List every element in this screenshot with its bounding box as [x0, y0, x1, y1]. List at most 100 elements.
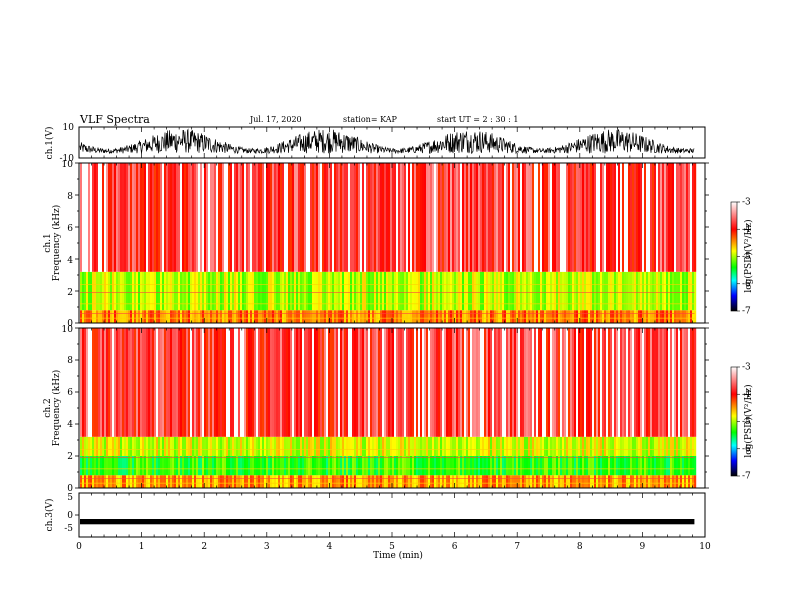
ch2-spec-cell — [370, 456, 373, 476]
ch2-spec-cell — [104, 475, 107, 488]
ch2-spec-cell — [94, 436, 97, 456]
ch2-spec-cell — [350, 475, 353, 488]
ch1-spec-cell — [290, 310, 293, 323]
ch1-spec-cell — [224, 163, 227, 272]
ch2-spec-cell — [348, 328, 351, 437]
ch2-spec-cell — [120, 328, 123, 437]
ch1-spec-cell — [554, 163, 557, 272]
ch2-spec-cell — [364, 475, 367, 488]
ch1-spec-cell — [148, 271, 151, 311]
ch2-spec-cell — [244, 436, 247, 456]
ch3-waveform-band — [80, 519, 695, 525]
ch2-spec-cell — [586, 475, 589, 488]
ch1-spec-cell — [150, 310, 153, 323]
ch2-spec-cell — [618, 456, 621, 476]
ch2-spec-cell — [518, 328, 521, 437]
ch1-spec-cell — [448, 163, 451, 272]
ch2-spec-cell — [288, 475, 291, 488]
ch2-spec-cell — [100, 328, 103, 437]
x-tick-label: 6 — [452, 542, 458, 552]
ch1-spec-cell — [644, 310, 647, 323]
ch2-spec-cell — [222, 456, 225, 476]
ch1-spec-cell — [122, 163, 125, 272]
ch2-spec-cell — [358, 436, 361, 456]
ch2-spec-cell — [392, 436, 395, 456]
ch1-spec-cell — [590, 271, 593, 311]
ch2-spec-cell — [602, 475, 605, 488]
ch2-spec-cell — [434, 328, 437, 437]
ch1-spec-cell — [560, 310, 563, 323]
ch1-spec-cell — [654, 271, 657, 311]
ch2-spec-cell — [380, 475, 383, 488]
ch2-spec-cell — [290, 436, 293, 456]
ch2-spec-cell — [246, 328, 249, 437]
ch2-spec-cell — [358, 475, 361, 488]
ch2-spec-cell — [136, 328, 139, 437]
ch2-spec-cell — [680, 456, 683, 476]
ch2-spec-cell — [152, 475, 155, 488]
ch1-spec-cell — [226, 271, 229, 311]
ch2-spec-cell — [682, 475, 685, 488]
ch1-spec-cell — [522, 310, 525, 323]
ch2-colorbar-tick-label: -5 — [742, 417, 751, 427]
ch1-spec-cell — [618, 163, 621, 272]
ch2-spec-cell — [448, 475, 451, 488]
ch2-spec-cell — [442, 328, 445, 437]
ch1-spec-cell — [194, 310, 197, 323]
ch1-spec-cell — [422, 310, 425, 323]
ch2-spec-cell — [238, 436, 241, 456]
ch1-spec-cell — [256, 163, 259, 272]
ch2-spec-cell — [156, 328, 159, 437]
ch2-spec-cell — [648, 328, 651, 437]
ch2-spec-cell — [514, 328, 517, 437]
ch2-spec-cell — [456, 436, 459, 456]
ch1-spec-cell — [168, 163, 171, 272]
ch2-spec-cell — [354, 328, 357, 437]
ch1-spec-cell — [88, 310, 91, 323]
ch2-spec-cell — [576, 436, 579, 456]
ch1-spec-cell — [594, 163, 597, 272]
ch2-spec-cell — [364, 436, 367, 456]
ch2-spec-cell — [536, 436, 539, 456]
ch1-spec-cell — [352, 310, 355, 323]
ch1-spec-cell — [200, 271, 203, 311]
ch2-spec-cell — [98, 328, 101, 437]
ch1-spec-cell — [204, 271, 207, 311]
ch2-spec-cell — [524, 456, 527, 476]
ch1-spec-cell — [636, 163, 639, 272]
ch1-spec-cell — [254, 271, 257, 311]
ch1-spec-cell — [182, 163, 185, 272]
ch1-spec-cell — [608, 163, 611, 272]
ch1-spec-cell — [508, 163, 511, 272]
ch1-spec-cell — [628, 310, 631, 323]
ch1-spec-cell — [120, 163, 123, 272]
ch2-spec-cell — [168, 436, 171, 456]
ch2-spec-cell — [372, 456, 375, 476]
ch1-spec-cell — [134, 310, 137, 323]
ch2-spec-cell — [620, 475, 623, 488]
ch2-spec-cell — [172, 328, 175, 437]
ch1-spec-cell — [140, 310, 143, 323]
ch2-spec-cell — [120, 475, 123, 488]
ch2-spec-cell — [164, 436, 167, 456]
ch2-spec-cell — [526, 475, 529, 488]
ch2-spec-cell — [254, 475, 257, 488]
ch1-spec-cell — [412, 163, 415, 272]
ch2-spec-cell — [400, 475, 403, 488]
ch2-spec-cell — [586, 456, 589, 476]
ch1-spec-cell — [104, 163, 107, 272]
ch1-spec-cell — [150, 163, 153, 272]
ch1-spec-cell — [662, 271, 665, 311]
ch1-spec-cell — [406, 163, 409, 272]
ch2-spec-cell — [692, 436, 695, 456]
ch2-spec-cell — [248, 456, 251, 476]
ch2-spec-cell — [108, 475, 111, 488]
ch1-spec-cell — [548, 310, 551, 323]
ch1-spec-cell — [636, 310, 639, 323]
ch2-spec-cell — [344, 436, 347, 456]
ch1-spec-cell — [216, 310, 219, 323]
ch1-spec-cell — [414, 271, 417, 311]
ch2-spec-cell — [518, 456, 521, 476]
ch1-spec-cell — [316, 310, 319, 323]
ch1-spec-cell — [292, 271, 295, 311]
